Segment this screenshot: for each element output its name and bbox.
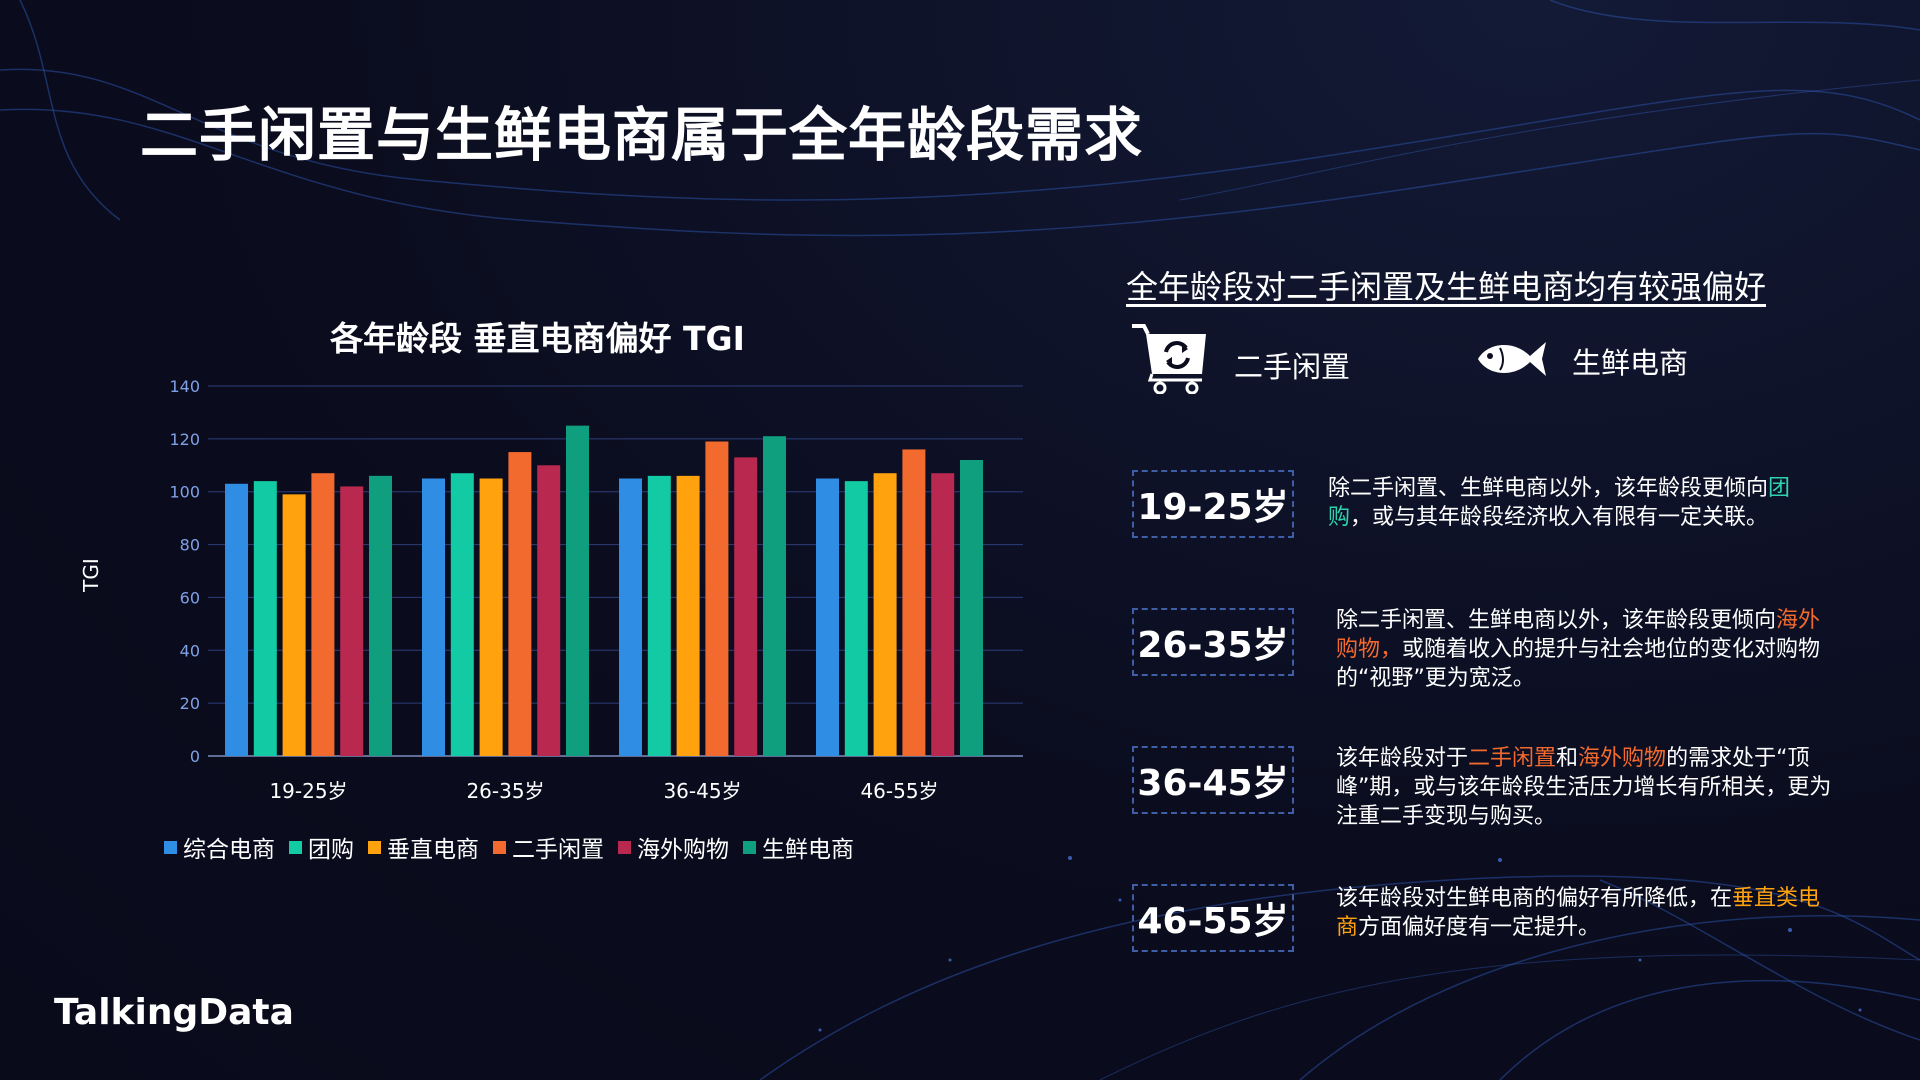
bar-0-3 — [816, 478, 839, 756]
legend-item: 综合电商 — [164, 830, 275, 864]
highlight-text: 海外购物 — [1578, 746, 1667, 771]
chart-title: 各年龄段 垂直电商偏好 TGI — [330, 319, 745, 358]
legend-label: 综合电商 — [183, 837, 275, 863]
y-tick-label: 60 — [180, 588, 200, 607]
tgi-bar-chart: TGI 0 20 40 60 80 100 120 140 19-25岁 26-35岁 36-45岁… — [79, 377, 1023, 803]
x-tick-label: 26-35岁 — [466, 779, 544, 803]
fish-icon — [1478, 342, 1546, 376]
brand-logo: TalkingData — [54, 992, 294, 1033]
bar-5-2 — [763, 436, 786, 756]
legend-label: 海外购物 — [637, 837, 729, 863]
description-text: 该年龄段对于 — [1336, 746, 1469, 771]
y-tick-label: 80 — [180, 536, 200, 555]
legend-item: 团购 — [289, 830, 354, 864]
legend-swatch — [289, 840, 302, 854]
age-group-label: 26-35岁 — [1132, 608, 1294, 676]
bar-0-1 — [422, 478, 445, 756]
age-group-description: 除二手闲置、生鲜电商以外，该年龄段更倾向海外购物，或随着收入的提升与社会地位的变… — [1336, 606, 1836, 693]
bar-3-2 — [705, 441, 729, 756]
description-text: 方面偏好度有一定提升。 — [1358, 915, 1601, 940]
bar-1-3 — [844, 481, 868, 756]
highlight-text: 海外购物， — [1336, 608, 1821, 662]
description-text: ，或与其年龄段经济收入有限有一定关联。 — [1350, 505, 1769, 530]
chart-legend: 综合电商 团购 垂直电商 二手闲置 海外购物 生鲜电商 — [164, 830, 854, 864]
legend-item: 垂直电商 — [368, 830, 479, 864]
highlight-text: 垂直类电商 — [1336, 886, 1821, 940]
y-tick-label: 20 — [180, 694, 200, 713]
category-label-secondhand: 二手闲置 — [1234, 350, 1351, 384]
bar-4-3 — [931, 473, 955, 756]
age-group-description: 除二手闲置、生鲜电商以外，该年龄段更倾向团购，或与其年龄段经济收入有限有一定关联… — [1328, 474, 1828, 532]
legend-item: 海外购物 — [618, 830, 729, 864]
legend-swatch — [164, 840, 177, 854]
bar-3-0 — [311, 473, 335, 756]
highlight-text: 二手闲置 — [1468, 746, 1557, 771]
description-text: 除二手闲置、生鲜电商以外，该年龄段更倾向 — [1336, 608, 1777, 633]
legend-label: 生鲜电商 — [762, 837, 854, 863]
bar-4-0 — [340, 486, 364, 756]
age-group-label: 36-45岁 — [1132, 746, 1294, 814]
description-text: 和 — [1556, 746, 1579, 771]
bar-3-3 — [902, 449, 926, 756]
y-tick-label: 0 — [190, 747, 200, 766]
legend-swatch — [743, 840, 756, 854]
y-axis-label: TGI — [79, 558, 103, 593]
bar-0-2 — [619, 478, 642, 756]
x-tick-label: 19-25岁 — [269, 779, 347, 803]
description-text: 或随着收入的提升与社会地位的变化对购物的“视野”更为宽泛。 — [1336, 637, 1821, 691]
bar-5-3 — [960, 460, 983, 756]
highlight-text: 团购 — [1328, 476, 1791, 530]
bar-3-1 — [508, 452, 532, 756]
x-tick-label: 36-45岁 — [663, 779, 741, 803]
bar-1-1 — [450, 473, 474, 756]
bar-2-2 — [676, 475, 700, 756]
bar-2-3 — [873, 473, 897, 756]
bar-0-0 — [225, 483, 248, 756]
legend-label: 二手闲置 — [512, 837, 604, 863]
legend-label: 垂直电商 — [387, 837, 479, 863]
age-group-label: 46-55岁 — [1132, 884, 1294, 952]
legend-label: 团购 — [308, 837, 354, 863]
y-tick-label: 140 — [169, 377, 200, 396]
bar-2-0 — [282, 494, 306, 756]
legend-swatch — [618, 840, 631, 854]
bar-1-2 — [647, 475, 671, 756]
description-text: 除二手闲置、生鲜电商以外，该年龄段更倾向 — [1328, 476, 1769, 501]
y-tick-label: 100 — [169, 483, 200, 502]
age-group-label: 19-25岁 — [1132, 470, 1294, 538]
category-label-fresh: 生鲜电商 — [1572, 346, 1689, 380]
bar-5-1 — [566, 425, 589, 756]
legend-swatch — [368, 840, 381, 854]
y-tick-label: 40 — [180, 641, 200, 660]
x-tick-label: 46-55岁 — [860, 779, 938, 803]
shopping-cart-icon — [1132, 324, 1206, 394]
legend-item: 二手闲置 — [493, 830, 604, 864]
legend-swatch — [493, 840, 506, 854]
age-group-description: 该年龄段对于二手闲置和海外购物的需求处于“顶峰”期，或与该年龄段生活压力增长有所… — [1336, 744, 1836, 831]
bar-4-2 — [734, 457, 758, 756]
bar-5-0 — [369, 475, 392, 756]
description-text: 的需求处于“顶峰”期，或与该年龄段生活压力增长有所相关，更为注重二手变现与购买。 — [1336, 746, 1832, 829]
description-text: 该年龄段对生鲜电商的偏好有所降低，在 — [1336, 886, 1733, 911]
y-tick-label: 120 — [169, 430, 200, 449]
age-group-description: 该年龄段对生鲜电商的偏好有所降低，在垂直类电商方面偏好度有一定提升。 — [1336, 884, 1836, 942]
page-title: 二手闲置与生鲜电商属于全年龄段需求 — [140, 101, 1144, 169]
bar-1-0 — [253, 481, 277, 756]
section-heading: 全年龄段对二手闲置及生鲜电商均有较强偏好 — [1126, 268, 1767, 306]
bar-2-1 — [479, 478, 503, 756]
legend-item: 生鲜电商 — [743, 830, 854, 864]
bar-4-1 — [537, 465, 561, 756]
